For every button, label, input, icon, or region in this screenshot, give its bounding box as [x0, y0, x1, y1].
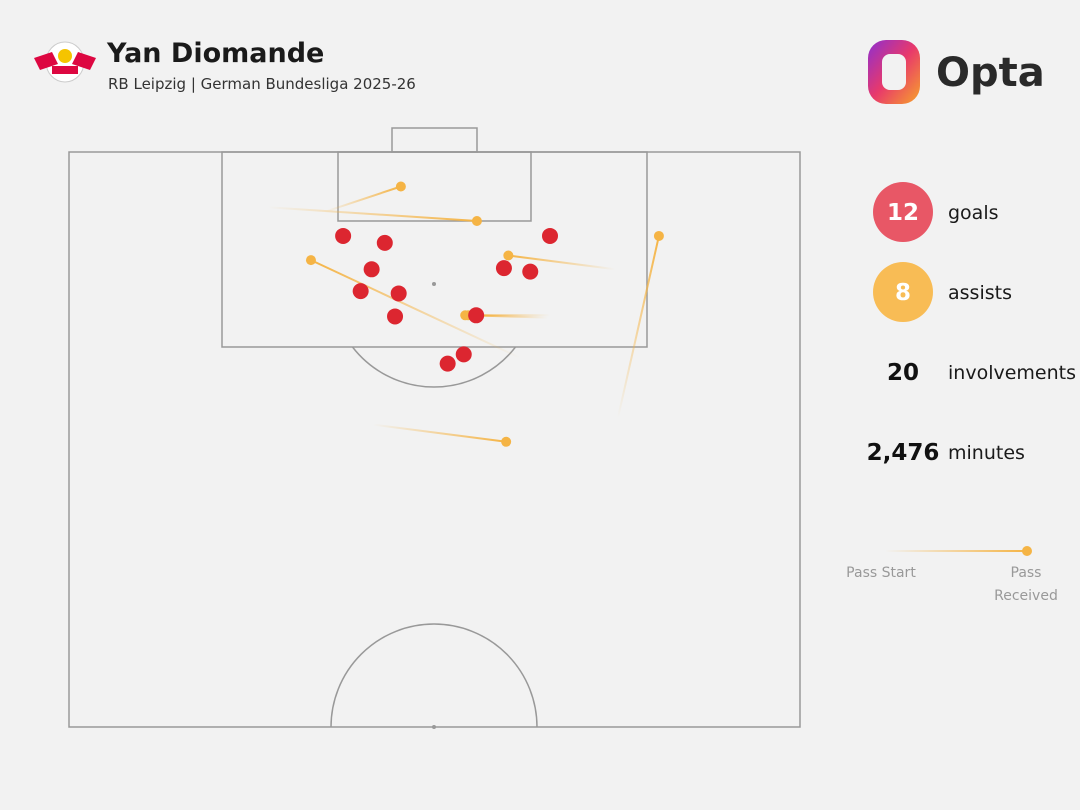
- goal: [376, 234, 393, 251]
- marks: 12 goals 8 assists 20 involvements 2,476 minute…: [267, 181, 1076, 556]
- goal: [541, 227, 558, 244]
- penalty-spot: [432, 282, 436, 286]
- stat-label: goals: [948, 202, 999, 224]
- goal: [439, 355, 456, 372]
- stat-value: 12: [887, 200, 919, 226]
- goal: [522, 263, 539, 280]
- assist-receive: [653, 230, 664, 241]
- goal: [335, 227, 352, 244]
- goal: [495, 260, 512, 277]
- club-crest: [34, 41, 96, 83]
- title: Yan Diomande: [107, 38, 325, 69]
- goal: [390, 285, 407, 302]
- goal: [468, 307, 485, 324]
- assist-receive: [471, 216, 482, 226]
- assist-pass: [310, 259, 521, 359]
- stat-label: assists: [948, 282, 1012, 304]
- assist-pass: [324, 185, 402, 213]
- goal: [352, 283, 369, 300]
- goal: [455, 346, 472, 363]
- assist-pass: [267, 206, 477, 222]
- goal: [363, 261, 380, 278]
- legend-end: Pass Received: [994, 565, 1058, 604]
- stat-label: involvements: [948, 362, 1076, 384]
- legend-start: Pass Start: [846, 565, 916, 581]
- assist-pass: [372, 423, 507, 443]
- assist-pass: [508, 254, 616, 271]
- goal: [387, 308, 404, 325]
- assist-pass: [617, 235, 660, 418]
- assist-receive: [305, 255, 316, 266]
- brand: Opta: [936, 50, 1045, 96]
- stat-label: minutes: [948, 442, 1025, 464]
- stat-value: 8: [895, 280, 911, 306]
- assist-receive: [395, 181, 406, 192]
- legend-dot: [1022, 546, 1032, 556]
- subtitle: RB Leipzig | German Bundesliga 2025-26: [108, 75, 416, 93]
- assist-receive: [501, 436, 512, 447]
- stat-badge: [873, 262, 933, 322]
- stat-value: 2,476: [867, 440, 940, 466]
- assist-receive: [503, 250, 514, 261]
- centre-spot: [432, 725, 436, 729]
- stat-value: 20: [887, 360, 919, 386]
- opta-logo: [868, 40, 920, 104]
- stat-badge: [873, 182, 933, 242]
